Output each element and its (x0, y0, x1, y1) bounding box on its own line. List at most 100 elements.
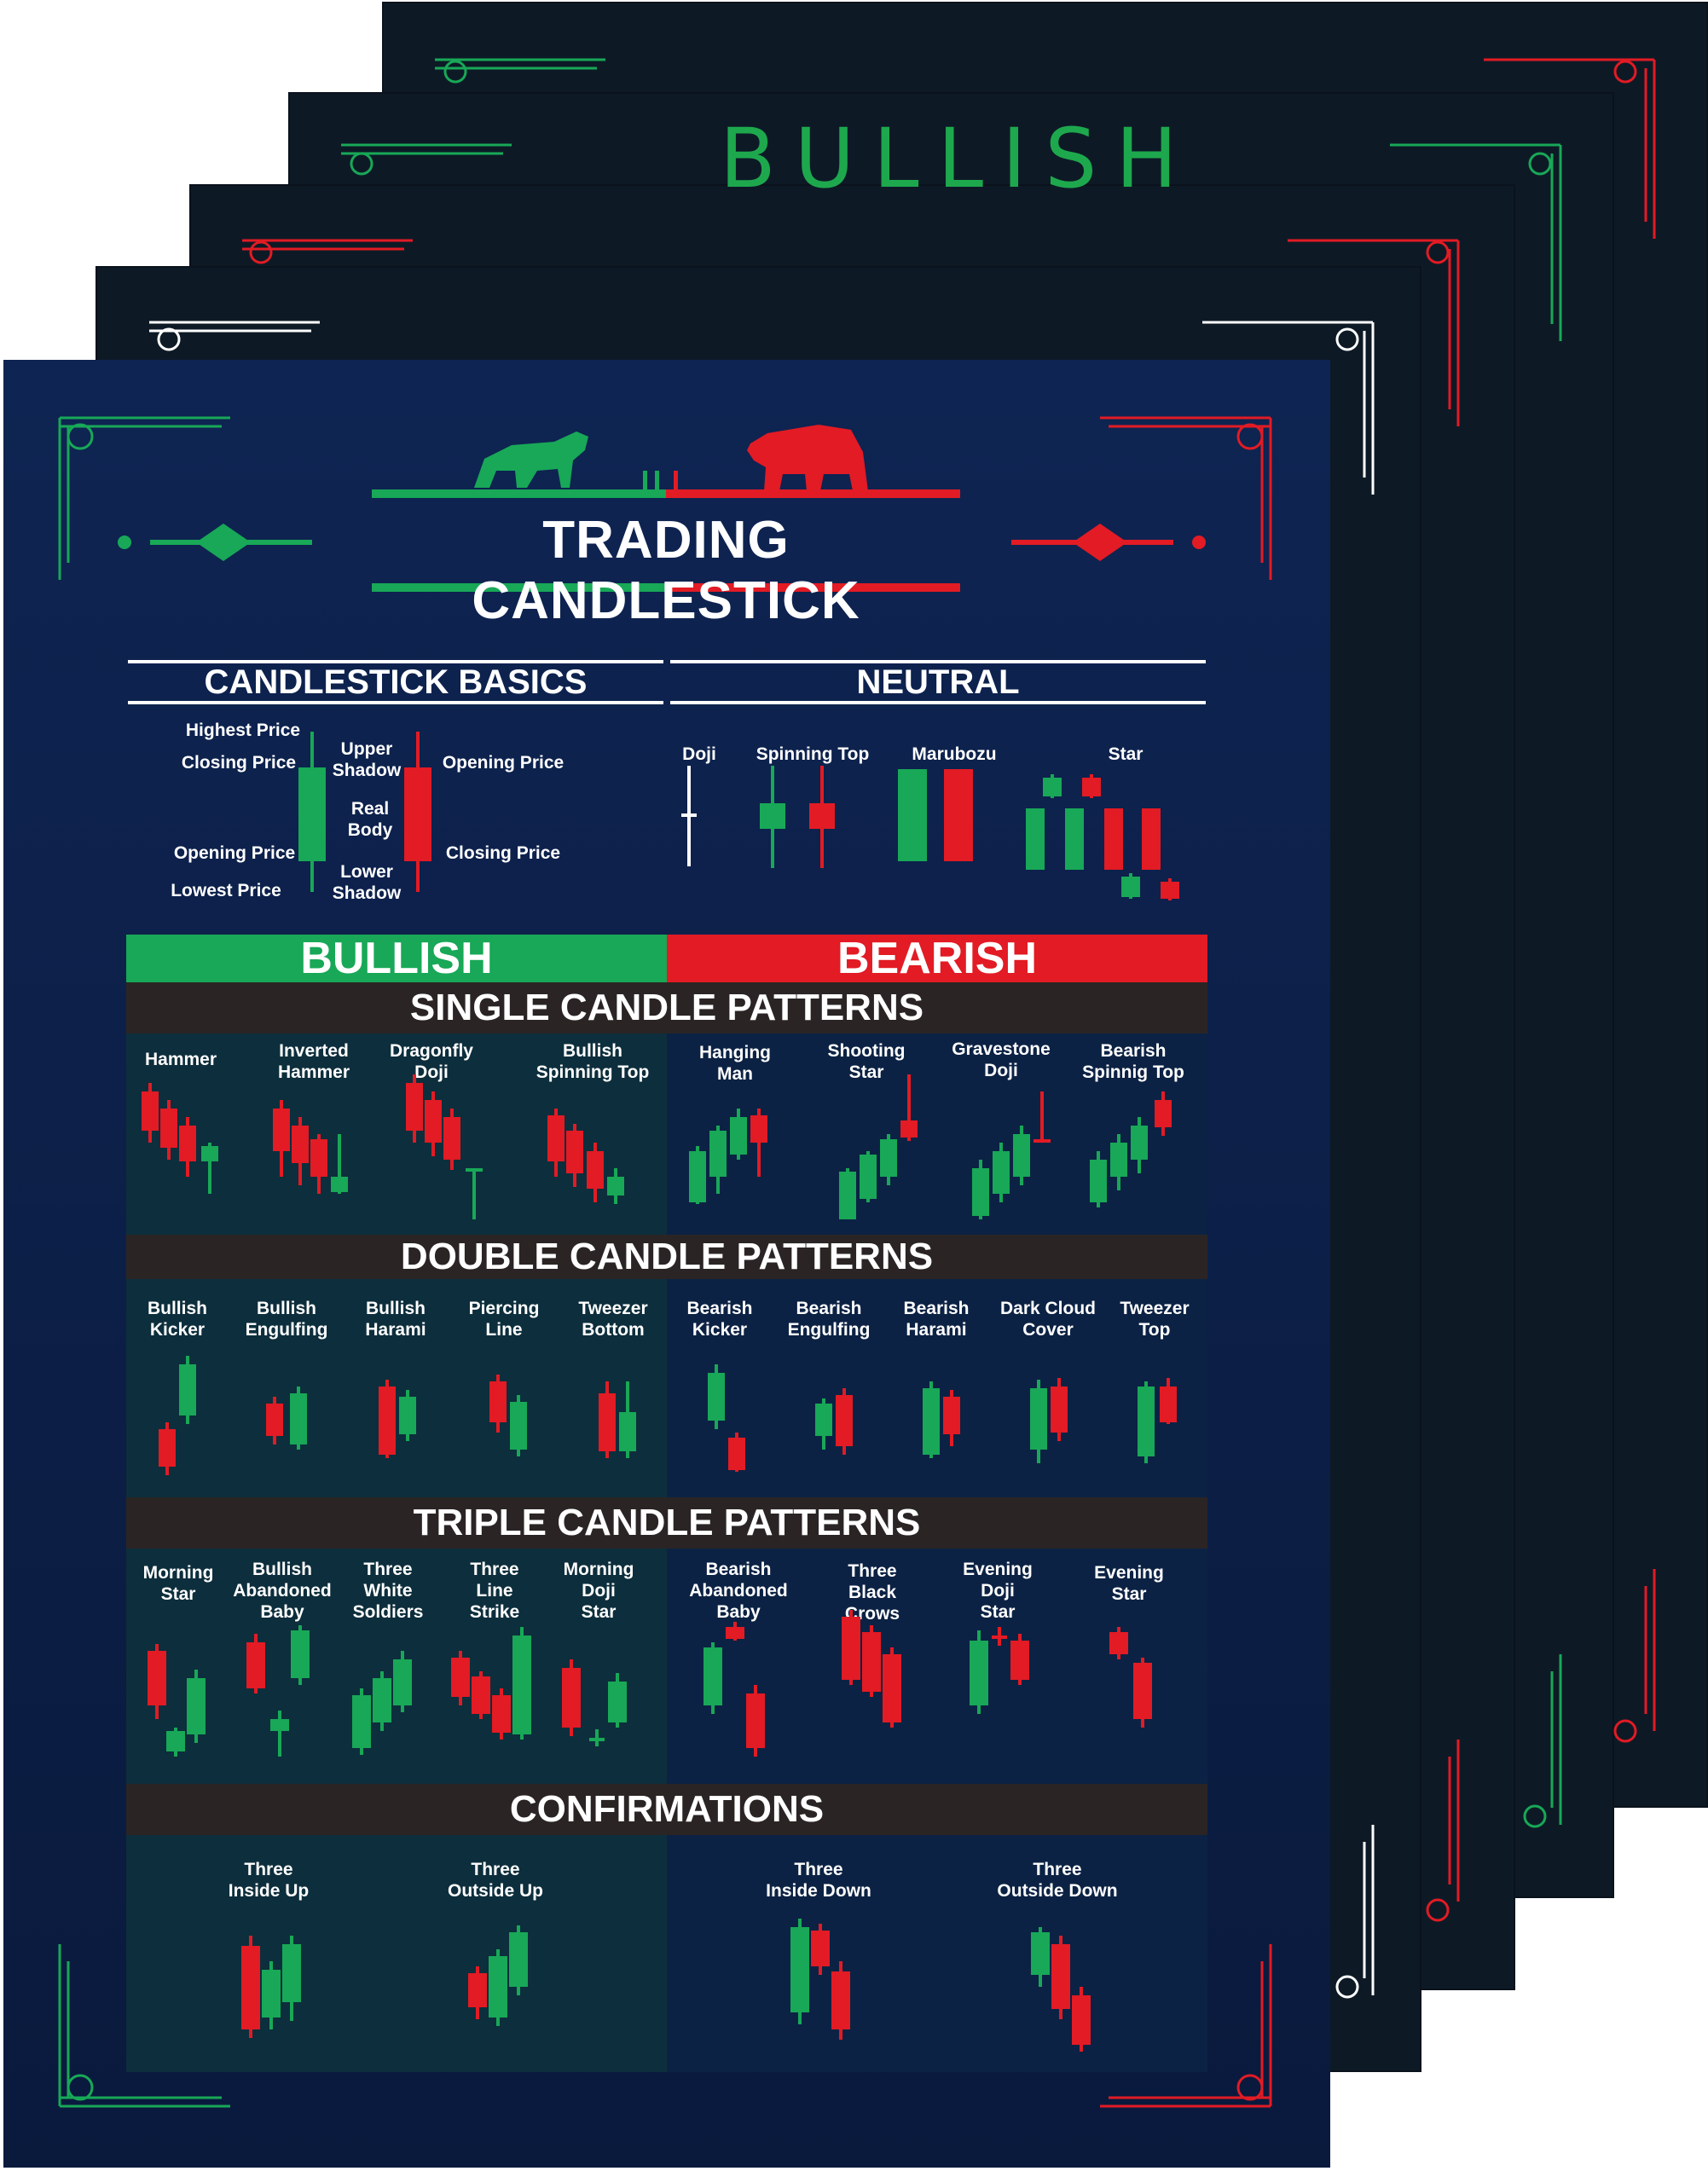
label-opening-price-right: Opening Price (442, 753, 565, 773)
pattern-label-inverted-hammer: Inverted Hammer (277, 1041, 350, 1082)
candle-17 (179, 1117, 196, 1177)
candle-32 (709, 1126, 727, 1194)
candle-6 (944, 769, 973, 861)
pattern-label-hanging-man: Hanging Man (699, 1043, 771, 1084)
candle-65 (1138, 1381, 1155, 1463)
candle-79 (512, 1627, 531, 1740)
candle-94 (241, 1936, 260, 2038)
pattern-label-bullish-abandoned-baby: Bullish Abandoned Baby (233, 1560, 332, 1622)
band-triple (126, 1497, 1207, 1549)
candle-63 (1030, 1380, 1047, 1463)
candle-18 (201, 1143, 218, 1194)
pattern-label-bullish-spinning-top: Bullish Spinning Top (536, 1041, 650, 1082)
pattern-label-tweezer-top: Tweezer Top (1120, 1299, 1190, 1340)
candle-66 (1160, 1378, 1177, 1424)
candle-21 (310, 1134, 327, 1194)
candle-60 (836, 1388, 853, 1455)
candle-52 (399, 1390, 416, 1441)
candle-82 (608, 1673, 627, 1728)
candle-70 (246, 1634, 265, 1693)
candle-77 (472, 1671, 490, 1719)
candle-55 (599, 1381, 616, 1458)
candle-12 (1121, 873, 1140, 899)
candle-0 (298, 732, 326, 892)
candle-75 (393, 1651, 412, 1712)
candle-88 (883, 1647, 901, 1728)
neutral-label-star: Star (1108, 744, 1143, 764)
section-title-triple: TRIPLE CANDLE PATTERNS (413, 1502, 921, 1543)
pattern-label-bearish-harami: Bearish Harami (903, 1299, 970, 1340)
candle-25 (443, 1109, 460, 1170)
candle-69 (187, 1670, 206, 1743)
candle-103 (1031, 1927, 1050, 1987)
candle-29 (587, 1143, 604, 1202)
pattern-label-three-inside-up: Three Inside Up (228, 1860, 310, 1901)
candle-28 (566, 1124, 583, 1187)
pattern-label-evening-doji-star: Evening Doji Star (963, 1560, 1033, 1622)
candle-31 (689, 1146, 706, 1204)
band-confirmations (126, 1784, 1207, 1835)
candle-92 (1109, 1627, 1128, 1659)
candle-41 (1013, 1126, 1030, 1185)
candle-100 (790, 1919, 809, 2024)
candle-73 (352, 1688, 371, 1755)
band-double (126, 1235, 1207, 1279)
candle-22 (331, 1134, 348, 1194)
candle-7 (1026, 808, 1045, 870)
pattern-label-shooting-star: Shooting Star (827, 1041, 906, 1082)
stacked-poster-title: BULLISH (720, 111, 1196, 206)
candle-50 (290, 1387, 307, 1450)
candle-42 (1033, 1091, 1051, 1143)
neutral-label-doji: Doji (682, 744, 716, 764)
candle-30 (607, 1168, 624, 1204)
candle-59 (815, 1398, 832, 1450)
pattern-label-morning-star: Morning Star (142, 1563, 214, 1604)
candle-76 (451, 1651, 470, 1705)
candle-14 (1161, 878, 1179, 900)
pattern-label-piercing-line: Piercing Line (468, 1299, 540, 1340)
section-title-double: DOUBLE CANDLE PATTERNS (400, 1236, 934, 1277)
candle-51 (379, 1380, 396, 1458)
candle-68 (166, 1728, 185, 1757)
candle-57 (708, 1364, 725, 1429)
candle-53 (489, 1375, 507, 1433)
candle-98 (489, 1949, 507, 2026)
candle-27 (547, 1109, 565, 1177)
candle-19 (273, 1100, 290, 1177)
candle-99 (509, 1925, 528, 1995)
candle-101 (811, 1924, 830, 1975)
neutral-label-spinning-top: Spinning Top (756, 744, 870, 764)
candle-11 (1104, 808, 1123, 870)
candle-93 (1133, 1658, 1152, 1728)
candle-23 (406, 1074, 423, 1143)
candle-2 (681, 766, 697, 866)
candle-56 (619, 1381, 636, 1458)
label-lower-shadow: Lower Shadow (332, 862, 402, 903)
pattern-label-gravestone-doji: Gravestone Doji (952, 1039, 1051, 1080)
poster-title: TRADING CANDLESTICK (472, 511, 860, 630)
label-highest-price: Highest Price (185, 721, 301, 740)
candle-15 (142, 1083, 159, 1143)
label-lowest-price: Lowest Price (171, 881, 281, 900)
pattern-label-bearish-spinnig-top: Bearish Spinnig Top (1082, 1041, 1184, 1082)
candle-10 (1082, 774, 1101, 798)
candle-13 (1142, 808, 1161, 870)
candle-26 (466, 1168, 483, 1219)
bearish-side-label: BEARISH (837, 934, 1038, 983)
band-single (126, 982, 1207, 1033)
candle-85 (746, 1685, 765, 1757)
pattern-label-three-outside-up: Three Outside Up (447, 1860, 543, 1901)
candle-1 (404, 732, 431, 892)
candle-16 (160, 1100, 177, 1160)
candle-54 (510, 1395, 527, 1456)
candle-95 (262, 1961, 281, 2029)
candle-81 (589, 1729, 605, 1746)
candle-83 (703, 1642, 722, 1714)
candle-4 (809, 766, 835, 868)
pattern-label-three-inside-down: Three Inside Down (766, 1860, 871, 1901)
candle-62 (943, 1390, 960, 1446)
bullish-side-label: BULLISH (300, 934, 493, 983)
candle-44 (1110, 1134, 1127, 1190)
label-opening-price-left: Opening Price (173, 843, 296, 863)
